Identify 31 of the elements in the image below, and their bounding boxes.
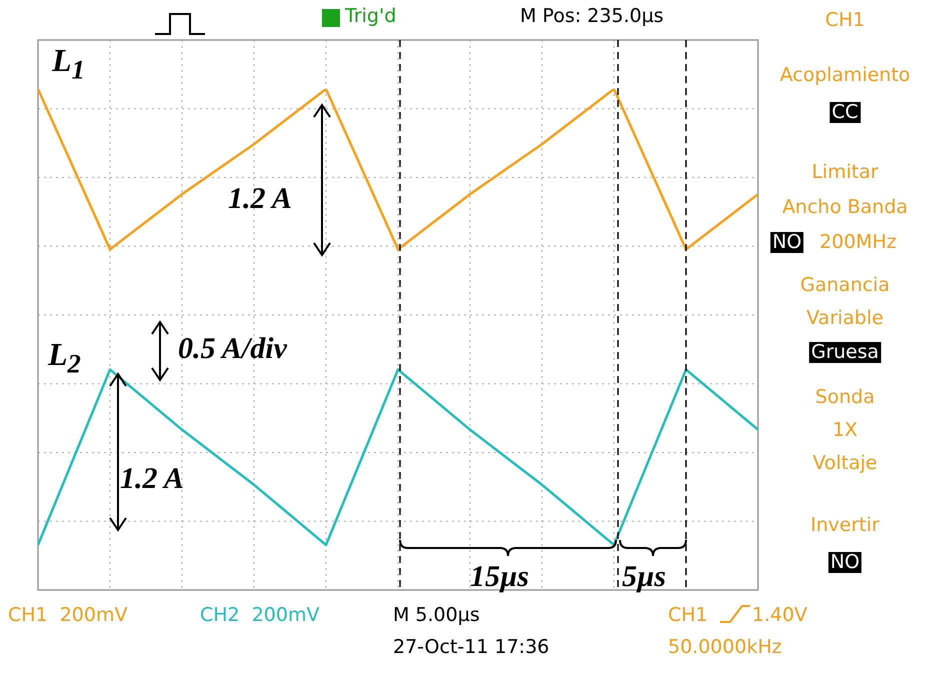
text: Gruesa xyxy=(809,341,881,363)
series-label: L$_{2}$ xyxy=(48,336,81,380)
text: CH1 200mV xyxy=(8,604,128,626)
text: Ganancia xyxy=(800,274,890,296)
text: 27-Oct-11 17:36 xyxy=(393,636,550,658)
text: NO xyxy=(828,551,862,573)
text: 200MHz xyxy=(820,231,896,253)
text: CH1 xyxy=(668,604,708,626)
text: Variable xyxy=(806,307,884,329)
text: Sonda xyxy=(815,386,875,408)
series-label: L$_{1}$ xyxy=(52,42,85,86)
text: M 5.00µs xyxy=(393,604,480,626)
text: M Pos: 235.0µs xyxy=(520,5,664,27)
text: Trig'd xyxy=(345,5,396,27)
text: CH1 xyxy=(825,9,865,31)
annotation: 15µs xyxy=(470,560,529,593)
text: CC xyxy=(830,101,860,123)
annotation: 1.2 A xyxy=(228,182,292,215)
annotation: 0.5 A/div xyxy=(178,332,287,365)
annotation: 5µs xyxy=(622,560,666,593)
text: Voltaje xyxy=(812,452,878,474)
text: Invertir xyxy=(810,514,880,536)
text: CH2 200mV xyxy=(200,604,320,626)
text: 1.40V xyxy=(752,604,808,626)
text: NO xyxy=(770,231,804,253)
text: Limitar xyxy=(812,161,878,183)
annotation: 1.2 A xyxy=(120,462,184,495)
text: 50.0000kHz xyxy=(668,636,782,658)
text: 1X xyxy=(832,419,858,441)
text: Acoplamiento xyxy=(780,64,910,86)
text: Ancho Banda xyxy=(782,196,908,218)
